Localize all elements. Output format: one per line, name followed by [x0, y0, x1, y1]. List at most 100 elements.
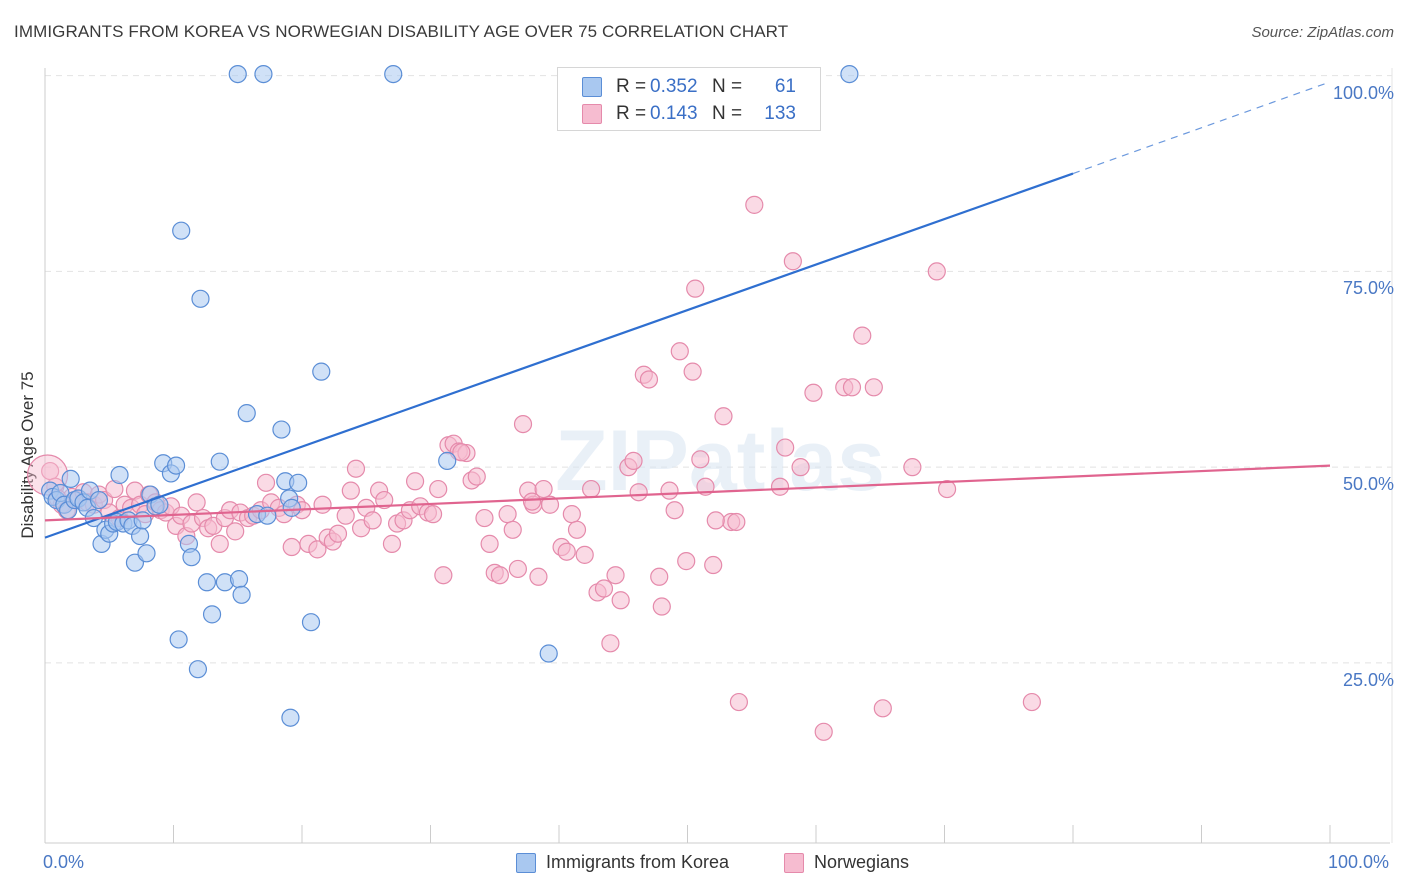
korea-point: [89, 490, 109, 510]
norwegians-point: [328, 524, 348, 543]
korea-point: [229, 570, 249, 589]
norwegians-point: [513, 414, 533, 434]
norwegians-point: [498, 505, 517, 524]
norwegians-point: [670, 342, 689, 361]
legend-r-label: R =: [616, 76, 647, 97]
korea-point: [301, 613, 321, 632]
norwegians-point: [853, 326, 872, 345]
norwegians-point: [706, 511, 725, 530]
norwegians-point: [652, 597, 671, 616]
norwegians-point: [336, 506, 355, 525]
legend-row-korea: R = 0.352 N = 61: [558, 74, 796, 100]
norwegians-point: [660, 481, 679, 500]
norwegians-trendline: [44, 464, 1331, 522]
korea-trendline-extension: [1072, 81, 1331, 175]
norwegians-point: [375, 490, 394, 510]
norwegians-point: [594, 579, 614, 598]
norwegians-point: [683, 362, 702, 381]
bottom-legend-swatch-norwegians: [784, 852, 804, 873]
korea-point: [272, 420, 291, 439]
bottom-legend-korea[interactable]: Immigrants from Korea: [516, 852, 729, 873]
korea-point: [130, 526, 150, 546]
legend-n-value: 61: [774, 76, 796, 97]
norwegians-point: [467, 467, 486, 486]
watermark: ZIPatlas: [555, 413, 885, 509]
norwegians-point: [557, 542, 576, 561]
norwegians-point: [508, 559, 527, 579]
bottom-legend-swatch-korea: [516, 852, 536, 873]
norwegians-point: [434, 566, 453, 585]
legend-n-label: N =: [712, 103, 743, 124]
korea-point: [840, 64, 859, 84]
legend-r-value: 0.352: [650, 76, 698, 97]
norwegians-point: [873, 699, 892, 718]
norwegians-point: [691, 450, 710, 469]
norwegians-point: [256, 473, 276, 492]
norwegians-point: [346, 459, 366, 478]
y-tick-label: 75.0%: [1342, 278, 1394, 299]
norwegians-point: [783, 252, 802, 271]
korea-point: [133, 511, 152, 530]
korea-point: [289, 473, 308, 492]
legend-r-value: 0.143: [650, 103, 698, 124]
norwegians-point: [606, 566, 625, 585]
norwegians-point: [522, 492, 542, 511]
norwegians-point: [686, 279, 705, 298]
norwegians-point: [611, 591, 630, 610]
korea-point: [61, 469, 80, 489]
norwegians-point: [842, 378, 862, 397]
legend-row-norwegians: R = 0.143 N = 133: [558, 101, 796, 127]
korea-point: [202, 605, 222, 624]
legend-swatch-norwegians: [582, 104, 602, 124]
korea-point: [137, 544, 156, 563]
norwegians-point: [341, 481, 360, 500]
norwegians-point: [308, 540, 327, 559]
source-label: Source: ZipAtlas.com: [1251, 24, 1394, 41]
korea-point: [228, 64, 247, 84]
norwegians-point: [562, 505, 581, 524]
legend-n-label: N =: [712, 76, 743, 97]
norwegians-point: [639, 370, 659, 389]
norwegians-point: [529, 567, 548, 586]
norwegians-point: [864, 378, 883, 397]
norwegians-point: [582, 479, 601, 499]
norwegians-point: [475, 508, 494, 528]
korea-point: [539, 644, 558, 663]
korea-point: [197, 573, 217, 592]
korea-points: [41, 64, 859, 727]
norwegians-point: [575, 545, 594, 564]
norwegians-point: [282, 537, 301, 557]
legend-n-value: 133: [764, 103, 796, 124]
korea-point: [172, 221, 191, 240]
norwegians-point: [363, 511, 382, 530]
korea-point: [191, 289, 210, 308]
bottom-legend-norwegians[interactable]: Norwegians: [784, 852, 909, 873]
norwegians-point: [540, 495, 560, 514]
stats-legend: R = 0.352 N = 61 R = 0.143 N = 133: [557, 67, 821, 131]
norwegians-point: [480, 534, 499, 553]
norwegians-point: [770, 477, 790, 496]
y-tick-label: 50.0%: [1342, 474, 1394, 495]
norwegians-point: [534, 479, 553, 499]
norwegians-point: [210, 534, 229, 553]
norwegians-point: [791, 458, 810, 477]
korea-point: [282, 498, 301, 517]
norwegians-point: [937, 479, 957, 499]
norwegians-point: [382, 534, 402, 553]
norwegians-point: [429, 479, 448, 499]
norwegians-point: [452, 443, 471, 462]
norwegians-point: [804, 383, 823, 402]
norwegians-point: [423, 505, 443, 524]
korea-point: [384, 64, 403, 84]
norwegians-point: [624, 451, 643, 470]
korea-point: [312, 362, 331, 381]
korea-point: [237, 404, 256, 423]
korea-point: [169, 630, 188, 649]
norwegians-point: [490, 566, 509, 585]
bottom-legend-label-norwegians: Norwegians: [814, 852, 910, 872]
norwegians-point: [503, 520, 522, 539]
norwegians-point: [187, 493, 206, 512]
norwegians-point: [704, 555, 723, 575]
y-tick-label: 25.0%: [1342, 669, 1394, 690]
korea-point: [254, 64, 273, 84]
